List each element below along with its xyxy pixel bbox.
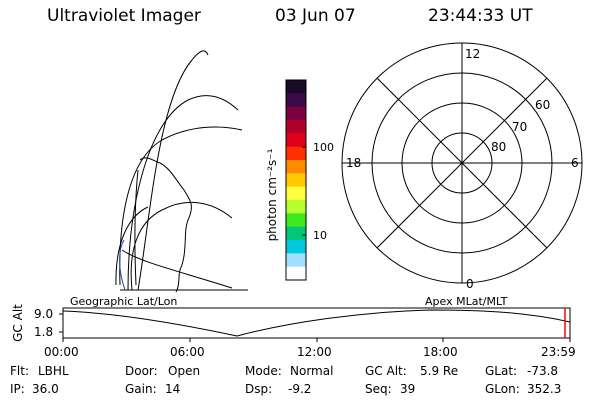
status-ip-key: IP: xyxy=(10,382,25,396)
status-glon-value: 352.3 xyxy=(527,382,562,396)
lat-label-70: 70 xyxy=(512,120,528,134)
colorbar-stripe xyxy=(286,226,306,241)
timeline-frame xyxy=(62,307,571,339)
geographic-view xyxy=(115,50,248,293)
colorbar-stripe xyxy=(286,133,306,148)
status-seq-value: 39 xyxy=(400,382,416,396)
status-gcalt-value: 5.9 Re xyxy=(420,364,459,378)
orbit-arc-mid xyxy=(127,95,239,291)
lat-label-60: 60 xyxy=(535,98,551,112)
status-mode-value: Normal xyxy=(290,364,334,378)
instrument-title: Ultraviolet Imager xyxy=(47,6,201,26)
status-door-key: Door: xyxy=(125,364,158,378)
status-ip-value: 36.0 xyxy=(32,382,59,396)
colorbar-stripe xyxy=(286,266,306,281)
polar-diagonal-2 xyxy=(376,77,548,249)
colorbar-unit-label: photon cm⁻²s⁻¹ xyxy=(265,148,279,242)
mlt-label-0: 0 xyxy=(466,277,474,291)
colorbar-stripe xyxy=(286,160,306,174)
colorbar-stripe xyxy=(286,80,306,94)
status-glon-key: GLon: xyxy=(485,382,520,396)
status-gcalt-key: GC Alt: xyxy=(365,364,407,378)
timeline-panel xyxy=(59,307,571,342)
time-label: 23:44:33 UT xyxy=(428,6,533,26)
status-dsp-value: -9.2 xyxy=(288,382,312,396)
limb-arc xyxy=(121,249,233,289)
mlt-label-12: 12 xyxy=(465,47,481,61)
timeline-xtick-label-24: 23:59 xyxy=(541,345,576,359)
colorbar-stripe xyxy=(286,213,306,228)
colorbar-stripe xyxy=(286,253,306,268)
status-door-value: Open xyxy=(168,364,201,378)
timeline-ytick-label-9: 9.0 xyxy=(34,307,54,321)
orbit-arc-inner xyxy=(119,126,243,286)
mlt-label-18: 18 xyxy=(346,156,362,170)
date-label: 03 Jun 07 xyxy=(275,6,356,26)
colorbar-stripe xyxy=(286,120,306,134)
orbit-arc-small xyxy=(115,206,149,286)
geographic-panel-label: Geographic Lat/Lon xyxy=(70,295,178,308)
status-flt-value: LBHL xyxy=(38,364,69,378)
status-mode-key: Mode: xyxy=(245,364,282,378)
polar-plot xyxy=(341,42,583,284)
colorbar-stripe xyxy=(286,240,306,254)
lat-label-80: 80 xyxy=(491,140,507,154)
timeline-xtick-label-12: 12:00 xyxy=(297,345,332,359)
colorbar-stripe xyxy=(286,146,306,161)
colorbar-frame xyxy=(285,79,307,281)
colorbar-stripe xyxy=(286,93,306,108)
timeline-xtick-label-0: 00:00 xyxy=(44,345,79,359)
colorbar-stripe xyxy=(286,186,306,201)
coastline-west xyxy=(134,169,139,286)
colorbar xyxy=(286,80,306,281)
altitude-curve xyxy=(62,309,571,337)
timeline-xtick-label-6: 06:00 xyxy=(170,345,205,359)
colorbar-tick-label-10: 10 xyxy=(313,229,327,242)
timeline-ytick-label-1.8: 1.8 xyxy=(34,325,54,339)
status-gain-key: Gain: xyxy=(125,382,157,396)
colorbar-stripe xyxy=(286,173,306,188)
status-seq-key: Seq: xyxy=(365,382,392,396)
timeline-y-axis-label: GC Alt xyxy=(11,304,25,342)
apex-panel-label: Apex MLat/MLT xyxy=(425,295,508,308)
status-glat-value: -73.8 xyxy=(527,364,559,378)
colorbar-stripe xyxy=(286,106,306,121)
status-gain-value: 14 xyxy=(165,382,181,396)
colorbar-tick-label-100: 100 xyxy=(313,141,334,154)
status-flt-key: Flt: xyxy=(10,364,29,378)
orbit-arc-low xyxy=(130,201,233,291)
mlt-label-6: 6 xyxy=(571,156,579,170)
status-dsp-key: Dsp: xyxy=(245,382,273,396)
status-glat-key: GLat: xyxy=(485,364,518,378)
blue-trace xyxy=(119,239,126,291)
orbit-arc-outer xyxy=(137,50,209,291)
colorbar-stripe xyxy=(286,200,306,214)
timeline-xtick-label-18: 18:00 xyxy=(423,345,458,359)
